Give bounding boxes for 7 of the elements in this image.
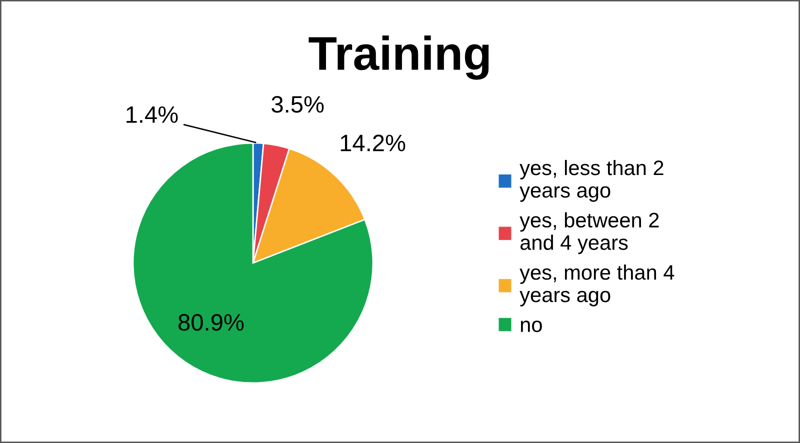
chart-title: Training (308, 35, 489, 80)
data-label: 14.2% (340, 134, 406, 152)
legend-label: no (520, 320, 542, 332)
data-label: 80.9% (178, 314, 244, 331)
data-label: 3.5% (272, 96, 324, 113)
legend-label: yes, between 2 and 4 years (520, 212, 659, 254)
data-label: 1.4% (126, 106, 178, 123)
